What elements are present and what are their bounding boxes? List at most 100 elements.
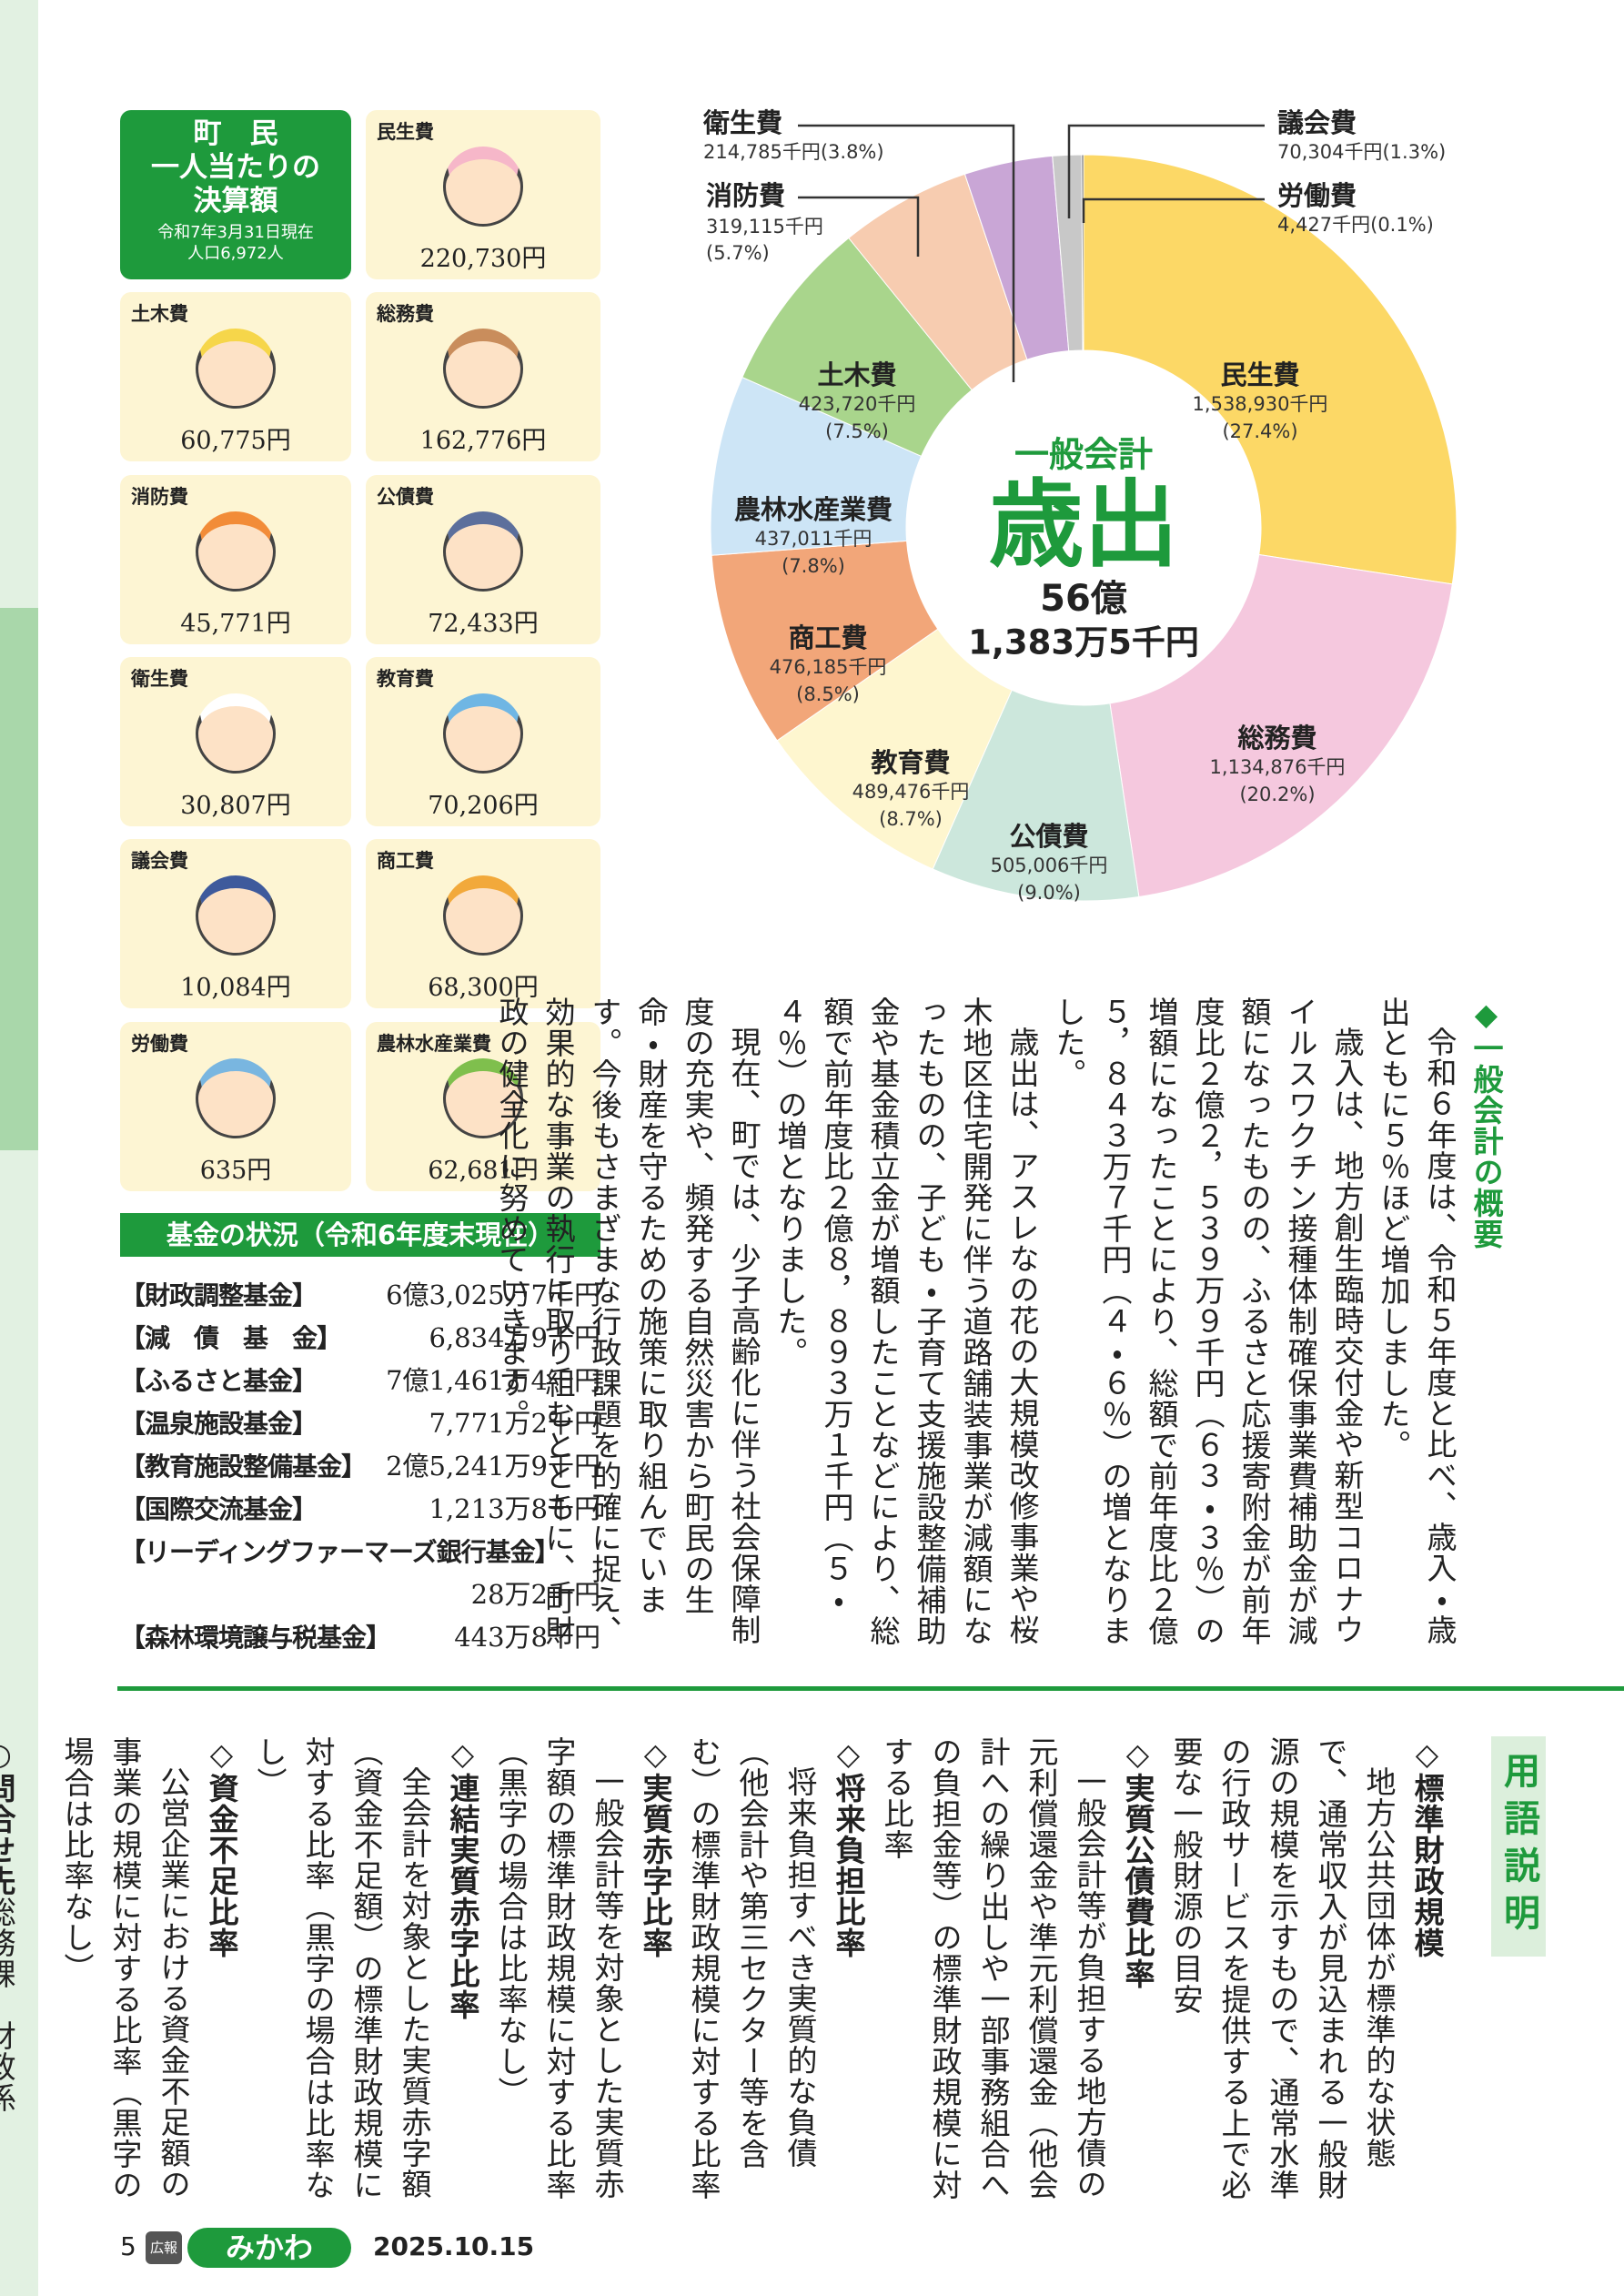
fund-name: 【温泉施設基金】: [120, 1409, 318, 1439]
fund-amount: 6億3,025万7千円: [386, 1279, 600, 1310]
center-title: 一般会計: [1014, 435, 1153, 475]
side-stripe-band: [0, 608, 38, 1150]
slice-label: 土木費: [817, 359, 896, 390]
fund-name: 【国際交流基金】: [120, 1494, 318, 1524]
fund-amount: 6,834万9千円: [429, 1322, 600, 1353]
slice-label: 教育費: [870, 747, 950, 778]
slice-percent: (1.3%): [1382, 141, 1446, 163]
illustration: [196, 875, 276, 956]
card-amount: 62,681円: [428, 1156, 539, 1185]
illustration: [443, 511, 523, 592]
per-capita-card: 労働費 635円: [120, 1021, 351, 1191]
slice-value: 1,134,876千円: [1210, 756, 1346, 778]
funds-list: 【財政調整基金】 6億3,025万7千円【減 債 基 金】 6,834万9千円【ふる…: [120, 1274, 600, 1659]
per-capita-card: 農林水産業費 62,681円: [366, 1021, 600, 1191]
card-label: 商工費: [377, 850, 434, 873]
illustration: [196, 693, 276, 774]
contact-department: 総務課 財政係: [0, 1896, 16, 2113]
fund-amount: 7,771万2千円: [429, 1408, 600, 1439]
slice-percent: (20.2%): [1239, 784, 1315, 805]
slice-label: 公債費: [1009, 821, 1088, 852]
card-amount: 30,807円: [180, 791, 291, 820]
card-amount: 162,776円: [419, 427, 547, 456]
slice-value-line: 70,304千円(1.3%): [1277, 141, 1446, 163]
glossary-description: 全会計を対象とした実質赤字額（資金不足額）の標準財政規模に対する比率（黒字の場合…: [252, 1736, 432, 2200]
glossary-description: 公営企業における資金不足額の事業の規模に対する比率（黒字の場合は比率なし）: [59, 1736, 191, 2200]
contact-label: ○問合せ先: [0, 1736, 16, 1896]
logo-mark: 広報: [146, 2231, 182, 2264]
slice-value: 437,011千円: [755, 528, 873, 550]
illustration: [443, 329, 523, 410]
illustration: [443, 693, 523, 774]
card-amount: 10,084円: [180, 974, 291, 1003]
overview-paragraph: 歳入は、地方創生臨時交付金や新型コロナウイルスワクチン接種体制確保事業費補助金が…: [1051, 996, 1365, 1646]
center-total: 56億: [1040, 578, 1127, 620]
slice-value: 505,006千円: [991, 855, 1108, 876]
card-label: 教育費: [377, 667, 434, 690]
illustration: [196, 1057, 276, 1138]
overview-paragraph: 現在、町では、少子高齢化に伴う社会保障制度の充実や、頻発する自然災害から町民の生…: [494, 996, 762, 1646]
slice-value: 489,476千円: [852, 781, 970, 803]
slice-label: 総務費: [1237, 723, 1316, 754]
card-amount: 60,775円: [180, 427, 291, 456]
glossary-term: ◇資金不足比率: [204, 1736, 239, 1958]
fund-amount: 1,213万8千円: [429, 1493, 600, 1524]
slice-percent: (9.0%): [1017, 882, 1081, 904]
illustration: [196, 511, 276, 592]
glossary-term: ◇実質公債費比率: [1120, 1736, 1155, 1989]
slice-label: 農林水産業費: [734, 494, 893, 525]
slice-value: 214,785千円: [703, 141, 821, 163]
slice-percent: (8.5%): [796, 683, 860, 705]
per-capita-title: 一人当たりの: [151, 151, 320, 184]
slice-value: 1,538,930千円: [1193, 393, 1328, 415]
fund-row: 【減 債 基 金】 6,834万9千円: [120, 1317, 600, 1360]
per-capita-card: 教育費 70,206円: [366, 656, 600, 826]
leader-line: [798, 124, 1015, 382]
leader-line: [798, 196, 920, 257]
per-capita-card: 議会費 10,084円: [120, 839, 351, 1009]
logo-text: みかわ: [187, 2228, 351, 2268]
fund-row: 【ふるさと基金】 7億1,461万4千円: [120, 1360, 600, 1402]
slice-percent: (3.8%): [821, 141, 884, 163]
slice-value: 319,115千円: [706, 216, 823, 238]
illustration: [196, 329, 276, 410]
card-label: 民生費: [377, 121, 434, 143]
card-label: 衛生費: [131, 667, 188, 690]
card-amount: 72,433円: [428, 609, 539, 638]
fund-name: 【教育施設整備基金】: [120, 1451, 367, 1482]
card-amount: 45,771円: [180, 609, 291, 638]
leader-line: [1082, 197, 1265, 223]
fund-name: 【減 債 基 金】: [120, 1323, 342, 1353]
overview-paragraph: 歳出は、アスレなの花の大規模改修事業や桜木地区住宅開発に伴う道路舗装事業が減額に…: [772, 996, 1040, 1646]
glossary-description: 将来負担すべき実質的な負債（他会計や第三セクター等を含む）の標準財政規模に対する…: [686, 1736, 818, 2200]
slice-label: 商工費: [788, 622, 867, 653]
per-capita-population: 人口6,972人: [187, 244, 284, 263]
slice-value: 476,185千円: [770, 656, 887, 678]
center-total: 1,383万5千円: [968, 623, 1199, 663]
card-amount: 220,730円: [419, 245, 547, 273]
per-capita-card: 消防費 45,771円: [120, 474, 351, 644]
per-capita-header: 町 民一人当たりの 決算額 令和7年3月31日現在 人口6,972人: [120, 110, 351, 279]
card-label: 議会費: [131, 850, 188, 873]
slice-label: 議会費: [1277, 107, 1357, 138]
fund-row: 【森林環境譲与税基金】 443万8千円: [120, 1616, 600, 1659]
glossary-term: ◇連結実質赤字比率: [445, 1736, 480, 2020]
glossary-description: 一般会計等が負担する地方債の元利償還金や準元利償還金（他会計への繰り出しや一部事…: [879, 1736, 1107, 2200]
fund-row: 【財政調整基金】 6億3,025万7千円: [120, 1274, 600, 1317]
overview-paragraph: 令和６年度は、令和５年度と比べ、歳入・歳出ともに５％ほど増加しました。: [1376, 996, 1458, 1645]
slice-percent: (27.4%): [1222, 420, 1297, 442]
slice-value: 70,304千円: [1277, 141, 1382, 163]
fund-name: 【リーディングファーマーズ銀行基金】: [120, 1537, 560, 1567]
glossary-term: ◇標準財政規模: [1409, 1736, 1445, 1958]
fund-amount: 443万8千円: [454, 1622, 600, 1653]
glossary: ◇標準財政規模 地方公共団体が標準的な状態で、通常収入が見込まれる一般財源の規模を…: [0, 1736, 1451, 2202]
divider: [117, 1686, 1624, 1691]
slice-value: 423,720千円: [799, 393, 916, 415]
glossary-term: ◇将来負担比率: [831, 1736, 866, 1958]
fund-name: 【財政調整基金】: [120, 1280, 318, 1310]
slice-percent: (7.5%): [825, 420, 889, 442]
per-capita-card: 土木費 60,775円: [120, 292, 351, 462]
slice: [1109, 553, 1453, 898]
